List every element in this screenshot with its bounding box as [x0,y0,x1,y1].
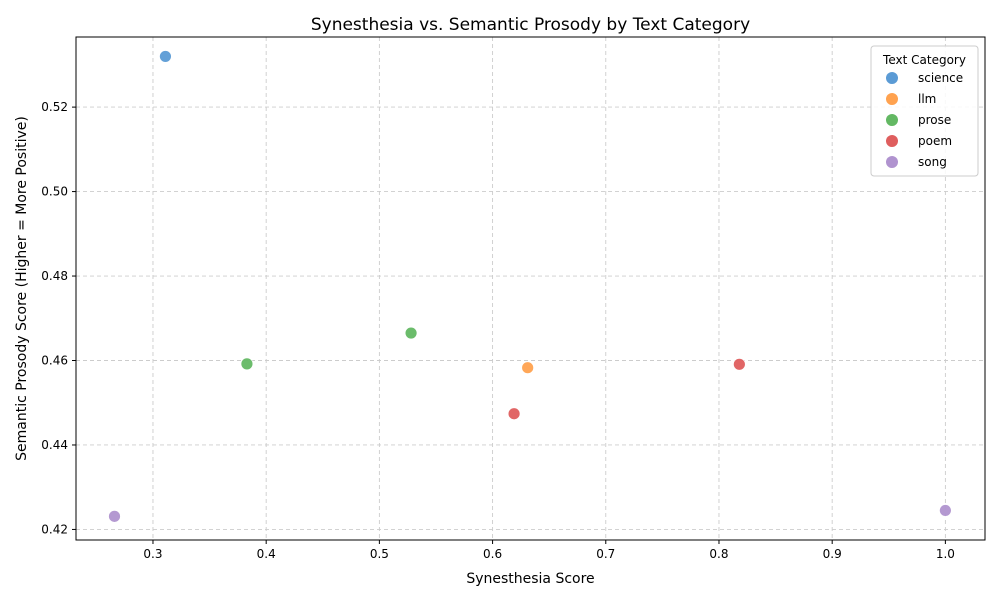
x-tick-label: 0.4 [257,547,276,561]
y-tick-label: 0.48 [41,269,68,283]
x-tick-label: 0.3 [143,547,162,561]
y-axis-ticks: 0.42 0.44 0.46 0.48 0.50 0.52 [41,100,76,536]
legend-label-prose: prose [918,113,951,127]
legend-marker-llm [886,93,898,105]
legend-title: Text Category [882,53,966,67]
data-point-poem [507,407,521,421]
y-axis-label: Semantic Prosody Score (Higher = More Po… [14,116,30,461]
data-point-llm [521,361,535,375]
y-tick-label: 0.42 [41,522,68,536]
x-tick-label: 0.7 [596,547,615,561]
y-tick-label: 0.52 [41,100,68,114]
legend-marker-song [886,156,898,168]
legend-label-llm: llm [918,92,936,106]
chart-title: Synesthesia vs. Semantic Prosody by Text… [311,15,750,35]
legend-marker-prose [886,114,898,126]
y-tick-label: 0.50 [41,185,68,199]
legend-marker-poem [886,135,898,147]
data-point-poem [732,357,746,371]
x-tick-label: 0.9 [823,547,842,561]
grid [76,37,985,540]
legend: Text Category science llm prose poem song [870,45,979,177]
data-point-prose [240,357,254,371]
x-axis-label: Synesthesia Score [466,571,594,587]
y-tick-label: 0.44 [41,438,68,452]
data-point-song [108,509,121,523]
x-tick-label: 0.8 [709,547,728,561]
data-points [108,50,952,523]
data-point-science [159,50,172,63]
legend-label-science: science [918,71,963,85]
legend-label-poem: poem [918,134,952,148]
y-tick-label: 0.46 [41,354,68,368]
data-point-prose [404,326,418,340]
x-tick-label: 0.6 [483,547,502,561]
x-tick-label: 1.0 [936,547,955,561]
legend-label-song: song [918,155,947,169]
x-axis-ticks: 0.3 0.4 0.5 0.6 0.7 0.8 0.9 1.0 [143,540,955,561]
legend-marker-science [886,72,898,84]
data-point-song [938,504,952,517]
x-tick-label: 0.5 [370,547,389,561]
plot-frame [75,36,986,541]
